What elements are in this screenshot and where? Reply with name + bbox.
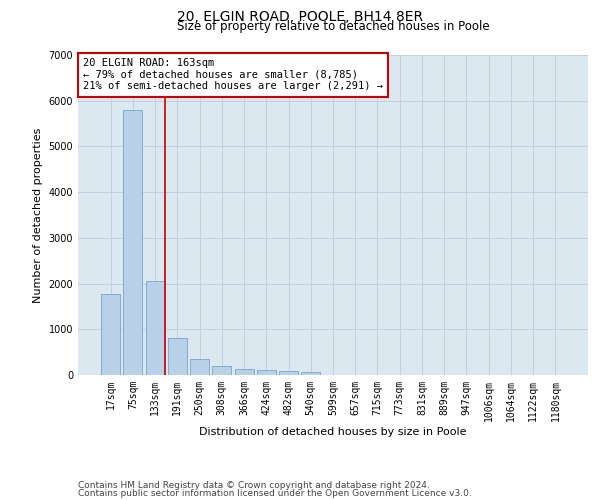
Bar	[146, 281, 164, 375]
Text: Contains HM Land Registry data © Crown copyright and database right 2024.: Contains HM Land Registry data © Crown c…	[78, 481, 430, 490]
Bar	[235, 370, 254, 375]
Bar	[101, 294, 120, 375]
Text: 20, ELGIN ROAD, POOLE, BH14 8ER: 20, ELGIN ROAD, POOLE, BH14 8ER	[177, 10, 423, 24]
X-axis label: Distribution of detached houses by size in Poole: Distribution of detached houses by size …	[199, 426, 467, 436]
Bar	[257, 370, 276, 375]
Title: Size of property relative to detached houses in Poole: Size of property relative to detached ho…	[176, 20, 490, 33]
Bar	[279, 370, 298, 375]
Y-axis label: Number of detached properties: Number of detached properties	[33, 128, 43, 302]
Bar	[168, 338, 187, 375]
Bar	[301, 372, 320, 375]
Bar	[124, 110, 142, 375]
Bar	[190, 360, 209, 375]
Text: 20 ELGIN ROAD: 163sqm
← 79% of detached houses are smaller (8,785)
21% of semi-d: 20 ELGIN ROAD: 163sqm ← 79% of detached …	[83, 58, 383, 92]
Text: Contains public sector information licensed under the Open Government Licence v3: Contains public sector information licen…	[78, 488, 472, 498]
Bar	[212, 366, 231, 375]
